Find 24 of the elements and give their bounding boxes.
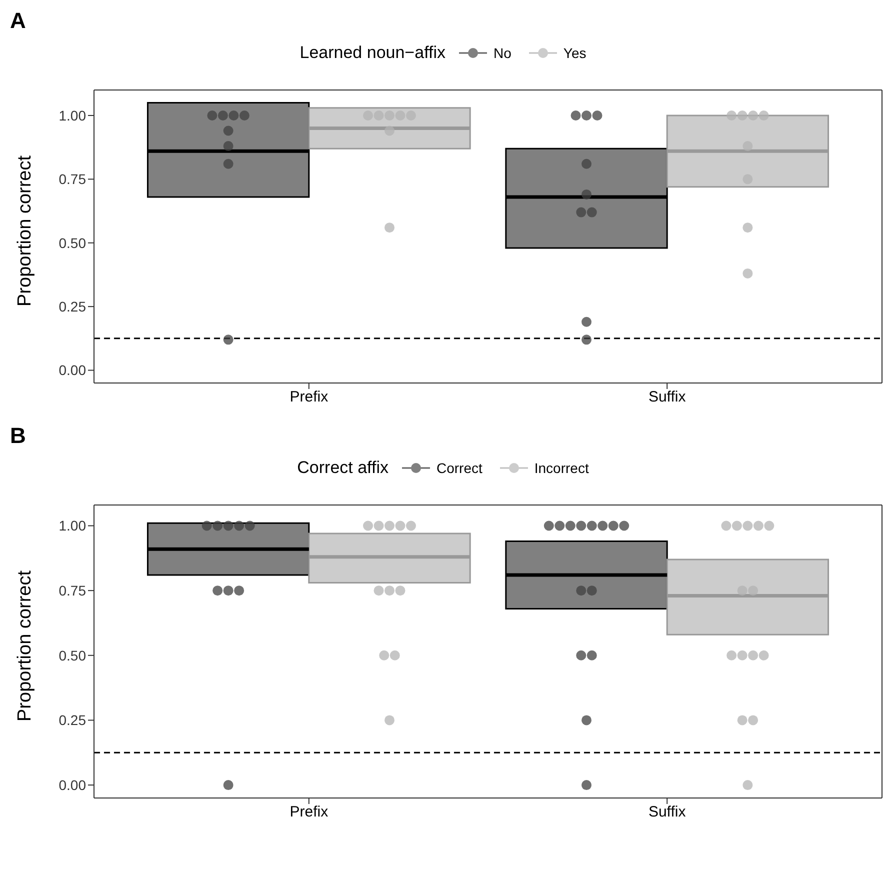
legend-title: Learned noun−affix — [300, 43, 446, 63]
y-tick-label: 1.00 — [58, 107, 86, 124]
legend-label: Yes — [562, 45, 586, 61]
legend-label: Incorrect — [533, 460, 589, 476]
legend-label: No — [492, 45, 512, 61]
y-axis-title: Proportion correct — [14, 570, 36, 722]
x-tick-label: Prefix — [290, 388, 329, 406]
x-tick-label: Suffix — [648, 804, 686, 821]
y-tick-label: 0.75 — [58, 171, 86, 188]
legend-label: Correct — [435, 460, 482, 476]
y-tick-label: 0.50 — [58, 234, 86, 251]
y-tick-label: 0.50 — [58, 647, 86, 664]
y-tick-label: 0.25 — [58, 712, 86, 728]
y-tick-label: 0.25 — [58, 298, 86, 315]
y-tick-label: 0.00 — [58, 777, 86, 794]
chart-title: A — [9, 8, 27, 35]
x-tick-label: Prefix — [290, 804, 329, 821]
x-tick-label: Suffix — [648, 388, 686, 406]
chart-title: B — [9, 423, 27, 450]
y-tick-label: 1.00 — [58, 518, 86, 534]
y-tick-label: 0.75 — [58, 582, 86, 599]
y-axis-title: Proportion correct — [14, 154, 36, 306]
y-tick-label: 0.00 — [58, 362, 86, 378]
legend-title: Correct affix — [297, 458, 388, 478]
